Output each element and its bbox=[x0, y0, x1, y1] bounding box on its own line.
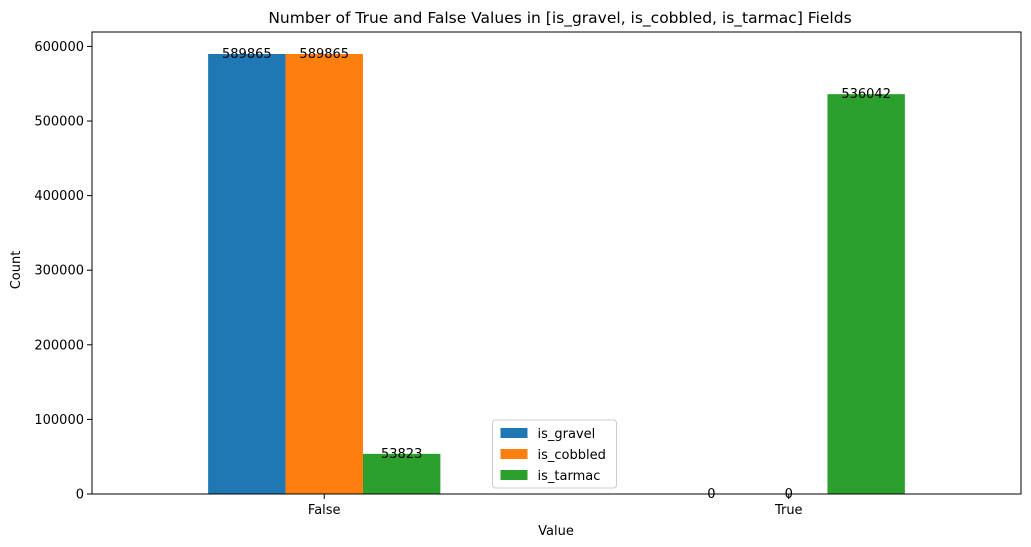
x-tick-label-False: False bbox=[308, 503, 341, 518]
legend-label-is_tarmac: is_tarmac bbox=[538, 469, 601, 484]
y-tick-label-100000: 100000 bbox=[34, 413, 84, 428]
y-tick-label-300000: 300000 bbox=[34, 264, 84, 279]
plot-frame bbox=[91, 31, 1022, 495]
bar-is_gravel-False bbox=[208, 53, 286, 495]
data-label-is_tarmac-True: 536042 bbox=[841, 87, 891, 102]
data-label-is_gravel-False: 589865 bbox=[222, 47, 272, 62]
bar-is_cobbled-False bbox=[285, 53, 363, 495]
legend-label-is_cobbled: is_cobbled bbox=[538, 448, 606, 463]
y-axis-label: Count bbox=[9, 251, 24, 290]
data-label-is_tarmac-False: 53823 bbox=[381, 447, 422, 462]
bars-layer bbox=[208, 53, 905, 495]
axes-layer: False True 0 100000 200000 300000 400000 500000… bbox=[34, 31, 1022, 518]
bar-is_tarmac-True bbox=[827, 94, 905, 495]
y-tick-label-400000: 400000 bbox=[34, 189, 84, 204]
legend: is_gravel is_cobbled is_tarmac bbox=[492, 419, 617, 489]
data-label-is_cobbled-False: 589865 bbox=[299, 47, 349, 62]
chart-title: Number of True and False Values in [is_g… bbox=[268, 9, 851, 28]
x-axis-label: Value bbox=[538, 524, 574, 539]
x-tick-label-True: True bbox=[774, 503, 803, 518]
y-tick-label-200000: 200000 bbox=[34, 338, 84, 353]
y-tick-label-0: 0 bbox=[76, 488, 84, 503]
y-tick-label-500000: 500000 bbox=[34, 115, 84, 130]
legend-label-is_gravel: is_gravel bbox=[538, 427, 596, 442]
legend-swatch-is_gravel bbox=[500, 428, 528, 438]
bar-is_tarmac-False bbox=[362, 453, 441, 494]
legend-swatch-is_cobbled bbox=[500, 449, 528, 459]
legend-swatch-is_tarmac bbox=[500, 470, 528, 480]
y-tick-label-600000: 600000 bbox=[34, 40, 84, 55]
